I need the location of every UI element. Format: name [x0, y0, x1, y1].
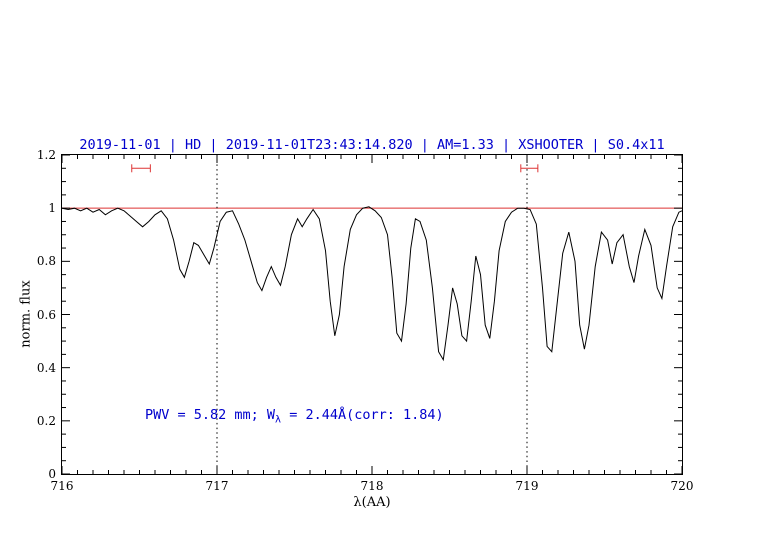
- pwv-annotation: PWV = 5.82 mm; Wλ = 2.44Å(corr: 1.84): [145, 407, 444, 426]
- plot-svg: [62, 155, 682, 474]
- y-tick-label: 0: [48, 467, 56, 481]
- y-axis-label: norm. flux: [18, 280, 34, 348]
- x-tick-label: 720: [670, 479, 694, 493]
- y-tick-label: 0.2: [36, 413, 56, 428]
- plot-title: 2019-11-01 | HD | 2019-11-01T23:43:14.82…: [79, 137, 665, 153]
- y-tick-label: 1: [48, 201, 56, 216]
- x-axis-label: λ(AA): [353, 495, 391, 510]
- y-tick-label: 0.4: [36, 360, 56, 375]
- plot-area: PWV = 5.82 mm; Wλ = 2.44Å(corr: 1.84): [61, 154, 683, 475]
- x-tick-label: 718: [360, 479, 384, 493]
- y-tick-label: 0.8: [36, 254, 56, 269]
- x-tick-label: 719: [515, 479, 539, 493]
- annotation-lambda-sub: λ: [275, 414, 282, 426]
- y-tick-label: 0.6: [36, 307, 56, 322]
- y-tick-label: 1.2: [36, 148, 56, 162]
- annotation-suffix: = 2.44Å(corr: 1.84): [281, 407, 444, 423]
- annotation-prefix: PWV = 5.82 mm; W: [145, 407, 276, 423]
- x-tick-label: 716: [50, 479, 74, 493]
- x-tick-label: 717: [205, 479, 229, 493]
